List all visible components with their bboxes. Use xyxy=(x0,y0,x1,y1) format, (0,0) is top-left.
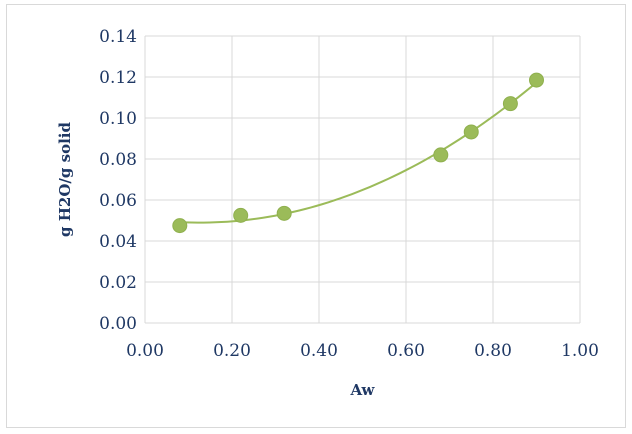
y-tick-label: 0.02 xyxy=(99,273,137,293)
y-tick-labels: 0.00 0.02 0.04 0.06 0.08 0.10 0.12 0.14 xyxy=(99,27,137,334)
y-axis-label: g H2O/g solid xyxy=(56,122,74,237)
x-tick-label: 0.00 xyxy=(126,341,164,361)
x-tick-label: 0.40 xyxy=(300,341,338,361)
x-axis-label: Aw xyxy=(350,381,376,399)
data-point xyxy=(529,72,544,88)
y-tick-label: 0.10 xyxy=(99,109,137,129)
data-point xyxy=(502,96,518,112)
x-tick-labels: 0.00 0.20 0.40 0.60 0.80 1.00 xyxy=(126,341,599,361)
y-tick-label: 0.12 xyxy=(99,68,137,88)
y-tick-label: 0.00 xyxy=(99,314,137,334)
data-point xyxy=(433,147,449,163)
data-point xyxy=(276,205,292,221)
trendline xyxy=(179,81,538,224)
grid-lines xyxy=(144,35,581,324)
y-tick-label: 0.14 xyxy=(99,27,137,47)
data-point xyxy=(233,207,249,223)
y-tick-label: 0.06 xyxy=(99,191,137,211)
x-tick-label: 0.80 xyxy=(474,341,512,361)
y-tick-label: 0.08 xyxy=(99,150,137,170)
x-tick-label: 1.00 xyxy=(561,341,599,361)
data-points xyxy=(172,72,544,234)
x-tick-label: 0.20 xyxy=(213,341,251,361)
y-tick-label: 0.04 xyxy=(99,232,137,252)
data-point xyxy=(463,124,479,140)
x-tick-label: 0.60 xyxy=(387,341,425,361)
data-point xyxy=(172,218,188,234)
chart-frame xyxy=(6,4,626,428)
